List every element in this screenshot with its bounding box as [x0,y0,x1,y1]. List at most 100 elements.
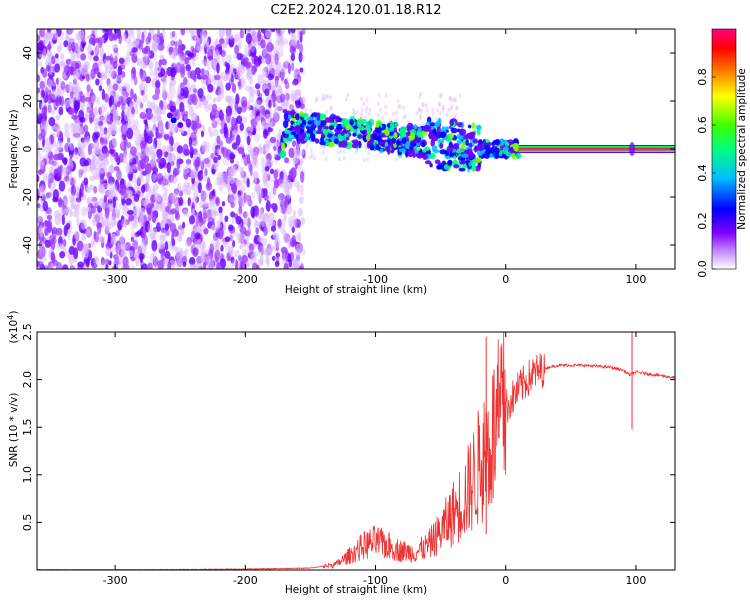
heatmap-cell [228,33,234,40]
heatmap-cell [304,107,308,113]
heatmap-cell [78,29,85,39]
heatmap-cell [282,38,289,46]
heatmap-cell [299,263,305,269]
heatmap-cell [50,89,58,101]
heatmap-cell [236,52,243,61]
heatmap-cell [290,93,295,101]
heatmap-cell [140,102,144,109]
heatmap-cell [299,43,304,54]
heatmap-cell [243,192,247,203]
heatmap-cell [257,236,264,243]
heatmap-cell [291,226,295,234]
heatmap-cell [276,139,280,148]
heatmap-cell [117,65,123,76]
heatmap-cell [169,81,173,93]
heatmap-cell [368,108,372,113]
heatmap-cell [283,262,289,269]
heatmap-cell [216,135,221,145]
heatmap-cell [149,253,155,264]
heatmap-cell [450,97,454,103]
heatmap-cell [197,170,204,181]
heatmap-cell [156,132,163,139]
heatmap-cell [227,262,234,269]
heatmap-cell [196,239,202,249]
heatmap-cell [309,109,313,114]
heatmap-cell [37,214,41,222]
heatmap-cell [262,178,268,187]
heatmap-cell [314,98,318,103]
heatmap-cell [183,76,188,86]
heatmap-cell [157,42,165,51]
heatmap-cell [151,116,156,123]
heatmap-cell [148,50,155,59]
heatmap-cell [275,68,280,74]
heatmap-cell [228,224,234,231]
heatmap-cell [312,156,316,161]
heatmap-cell [81,40,86,49]
heatmap-cell [111,127,118,136]
heatmap-cell [171,30,176,38]
heatmap-cell [228,95,235,107]
heatmap-cell [37,118,43,124]
heatmap-cell [55,97,60,107]
heatmap-cell [54,214,62,226]
heatmap-cell [100,257,105,266]
heatmap-cell [263,159,268,166]
heatmap-cell [104,207,110,219]
heatmap-cell [133,93,137,103]
heatmap-cell [345,123,351,131]
heatmap-cell [84,113,89,122]
heatmap-cell [193,190,199,199]
heatmap-cell [335,115,339,123]
heatmap-cell [302,248,306,256]
heatmap-cell [158,241,166,250]
heatmap-cell [329,107,333,112]
heatmap-cell [266,121,273,128]
heatmap-cell [144,234,149,243]
heatmap-cell [101,152,107,165]
heatmap-cell [203,228,209,235]
heatmap-cell [212,97,217,104]
heatmap-cell [239,29,245,39]
heatmap-cell [375,123,380,128]
heatmap-cell [241,156,246,163]
heatmap-cell [284,78,288,85]
heatmap-cell [255,115,261,123]
heatmap-cell [283,112,289,121]
heatmap-cell [180,29,186,36]
heatmap-cell [441,107,445,113]
heatmap-cell [385,146,390,152]
heatmap-cell [485,147,493,155]
heatmap-cell [177,122,184,128]
heatmap-cell [384,130,390,137]
heatmap-cell [185,118,192,128]
heatmap-cell [204,168,208,177]
heatmap-cell [73,132,80,139]
heatmap-cell [274,53,279,65]
heatmap-cell [163,172,168,185]
heatmap-cell [299,67,304,73]
heatmap-cell [447,159,453,165]
heatmap-cell [235,93,240,105]
heatmap-cell [61,157,68,164]
heatmap-cell [301,29,306,35]
heatmap-cell [96,222,103,229]
heatmap-cell [430,152,436,160]
heatmap-cell [46,192,52,199]
heatmap-cell [421,121,425,127]
heatmap-cell [455,106,459,111]
heatmap-cell [195,216,199,227]
heatmap-cell [79,116,86,123]
bottom-y-tick-label: 2.5 [21,323,34,341]
heatmap-cell [146,189,153,198]
heatmap-cell [80,35,87,44]
heatmap-cell [379,148,384,154]
heatmap-cell [249,249,256,258]
heatmap-cell [494,147,500,154]
heatmap-cell [226,176,230,184]
heatmap-cell [93,55,99,62]
heatmap-cell [342,149,346,155]
heatmap-cell [103,103,107,113]
heatmap-cell [220,244,224,252]
heatmap-cell [324,94,328,100]
